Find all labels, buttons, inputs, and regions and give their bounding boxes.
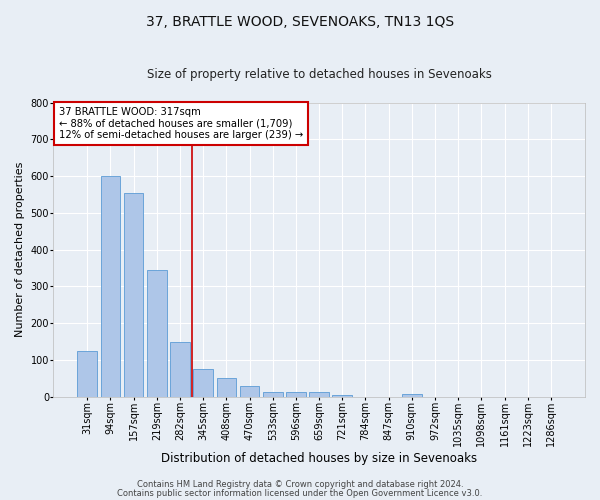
Text: 37 BRATTLE WOOD: 317sqm
← 88% of detached houses are smaller (1,709)
12% of semi: 37 BRATTLE WOOD: 317sqm ← 88% of detache… <box>59 107 303 140</box>
Text: Contains public sector information licensed under the Open Government Licence v3: Contains public sector information licen… <box>118 488 482 498</box>
Bar <box>402 394 422 397</box>
Text: Contains HM Land Registry data © Crown copyright and database right 2024.: Contains HM Land Registry data © Crown c… <box>137 480 463 489</box>
Bar <box>239 386 259 397</box>
Text: 37, BRATTLE WOOD, SEVENOAKS, TN13 1QS: 37, BRATTLE WOOD, SEVENOAKS, TN13 1QS <box>146 15 454 29</box>
Bar <box>217 378 236 397</box>
X-axis label: Distribution of detached houses by size in Sevenoaks: Distribution of detached houses by size … <box>161 452 477 465</box>
Bar <box>170 342 190 397</box>
Bar <box>124 194 143 397</box>
Bar <box>101 176 120 397</box>
Bar <box>77 351 97 397</box>
Bar <box>286 392 306 397</box>
Bar <box>332 394 352 397</box>
Y-axis label: Number of detached properties: Number of detached properties <box>15 162 25 338</box>
Bar <box>263 392 283 397</box>
Bar <box>309 392 329 397</box>
Title: Size of property relative to detached houses in Sevenoaks: Size of property relative to detached ho… <box>146 68 491 80</box>
Bar <box>147 270 167 397</box>
Bar <box>193 369 213 397</box>
